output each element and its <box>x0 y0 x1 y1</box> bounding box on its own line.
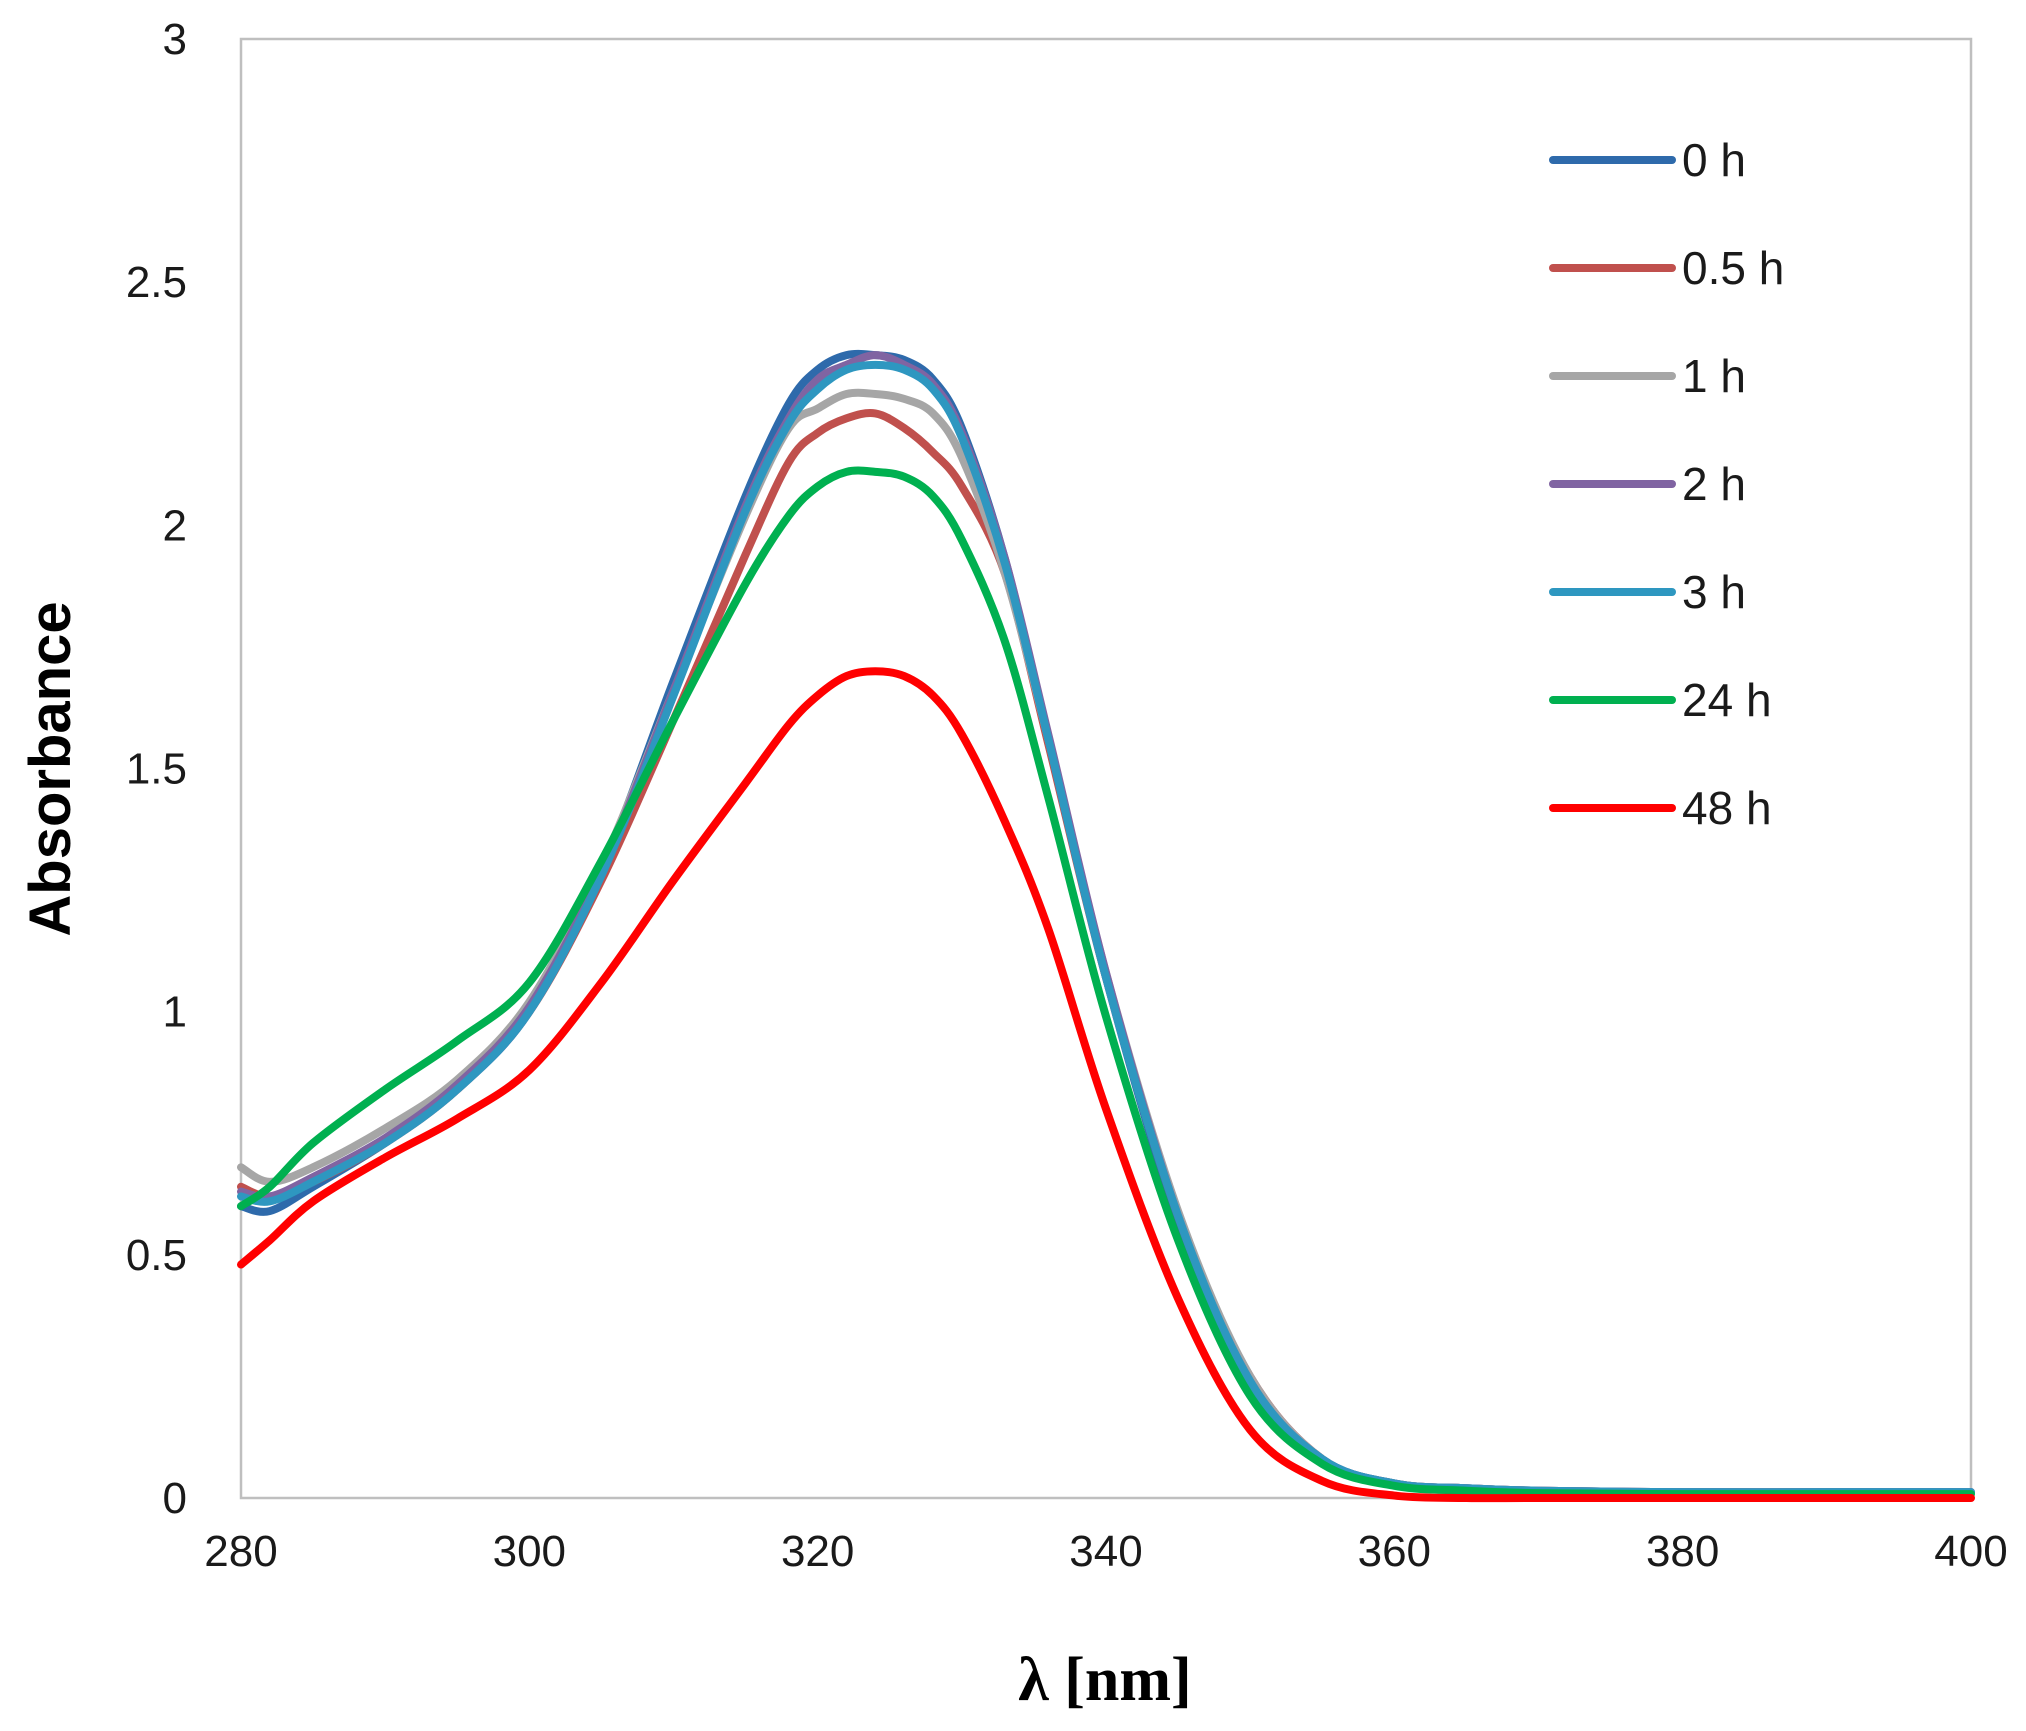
x-tick-label-300: 300 <box>493 1527 566 1576</box>
legend-label-0-h: 0 h <box>1682 134 1746 186</box>
y-tick-label-2: 2 <box>163 501 187 550</box>
y-tick-label-2-5: 2.5 <box>126 258 187 307</box>
legend: 0 h 0.5 h 1 h 2 h 3 h 24 h 48 h <box>1549 134 1784 834</box>
x-axis-title: λ [nm] <box>1018 1646 1191 1714</box>
y-tick-label-1: 1 <box>163 988 187 1037</box>
y-tick-label-0: 0 <box>163 1474 187 1523</box>
x-tick-label-360: 360 <box>1358 1527 1431 1576</box>
plot-area <box>239 37 1973 1500</box>
x-tick-label-380: 380 <box>1646 1527 1719 1576</box>
y-tick-label-1-5: 1.5 <box>126 745 187 794</box>
legend-label-0-5-h: 0.5 h <box>1682 242 1784 294</box>
series-lines <box>237 349 1975 1503</box>
series-line-24-h <box>237 466 1975 1499</box>
x-tick-label-280: 280 <box>204 1527 277 1576</box>
legend-label-1-h: 1 h <box>1682 350 1746 402</box>
series-line-48-h <box>237 667 1975 1503</box>
x-tick-labels: 280 300 320 340 360 380 400 <box>204 1527 2007 1576</box>
y-axis-title: Absorbance <box>18 601 83 936</box>
x-tick-label-320: 320 <box>781 1527 854 1576</box>
y-tick-labels: 0 0.5 1 1.5 2 2.5 3 <box>126 15 187 1523</box>
x-tick-label-340: 340 <box>1069 1527 1142 1576</box>
y-tick-label-3: 3 <box>163 15 187 64</box>
legend-label-3-h: 3 h <box>1682 566 1746 618</box>
x-tick-label-400: 400 <box>1934 1527 2007 1576</box>
y-tick-label-0-5: 0.5 <box>126 1231 187 1280</box>
legend-label-24-h: 24 h <box>1682 674 1772 726</box>
legend-label-48-h: 48 h <box>1682 782 1772 834</box>
legend-label-2-h: 2 h <box>1682 458 1746 510</box>
